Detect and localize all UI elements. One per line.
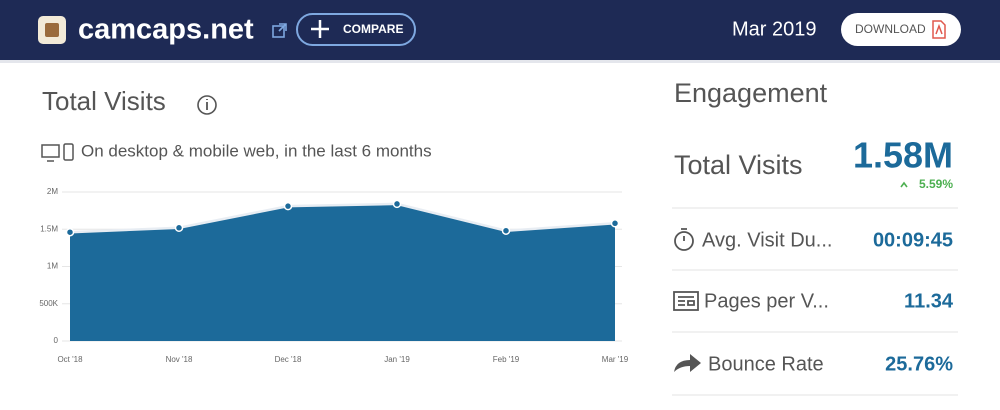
y-tick-label: 1M: [47, 262, 58, 271]
total-visits-value: 1.58M: [853, 135, 953, 176]
metric-label: Avg. Visit Du...: [702, 229, 832, 251]
y-tick-label: 0: [54, 336, 59, 345]
pdf-icon: [932, 20, 946, 39]
pages-icon: [673, 291, 699, 311]
external-link-icon[interactable]: [272, 23, 287, 38]
point: [610, 219, 620, 228]
compare-label[interactable]: COMPARE: [343, 22, 403, 36]
metric-label: Pages per V...: [704, 290, 829, 312]
y-tick-label: 500K: [39, 299, 58, 308]
chart: 0 500K 1M 1.5M 2M Oct '18 Nov '18 Dec '18 Jan '1…: [39, 187, 628, 364]
header-shadow: [0, 60, 1000, 63]
x-tick-label: Feb '19: [493, 355, 520, 364]
panel-title: Total Visits: [42, 86, 166, 116]
device-icons: [41, 143, 74, 162]
y-tick-label: 2M: [47, 187, 58, 196]
bounce-icon: [674, 354, 701, 372]
y-tick-label: 1.5M: [40, 224, 58, 233]
metric-label: Bounce Rate: [708, 353, 824, 375]
download-label[interactable]: DOWNLOAD: [855, 22, 926, 36]
x-tick-label: Dec '18: [275, 355, 302, 364]
panel-subtitle: On desktop & mobile web, in the last 6 m…: [81, 141, 432, 160]
total-visits-change: 5.59%: [919, 177, 953, 191]
x-tick-label: Mar '19: [602, 355, 629, 364]
line: [69, 202, 616, 234]
point: [65, 227, 75, 237]
download-button[interactable]: [841, 13, 961, 46]
site-logo-inner: [45, 23, 59, 37]
timer-icon: [674, 228, 694, 251]
info-icon[interactable]: [197, 95, 217, 115]
x-tick-label: Nov '18: [166, 355, 193, 364]
point: [501, 226, 511, 235]
up-caret: [900, 181, 908, 188]
metric-value: 11.34: [904, 290, 954, 312]
point: [174, 223, 184, 233]
metric-value: 25.76%: [885, 353, 953, 375]
x-tick-label: Oct '18: [57, 355, 83, 364]
site-name: camcaps.net: [78, 14, 254, 46]
plus-icon: [311, 20, 329, 38]
metric-value: 00:09:45: [873, 229, 953, 251]
engagement-title: Engagement: [674, 78, 828, 108]
point: [392, 199, 402, 209]
date: Mar 2019: [732, 18, 817, 40]
point: [283, 201, 293, 211]
x-tick-label: Jan '19: [384, 355, 410, 364]
area: [70, 203, 615, 341]
header-bar: [0, 0, 1000, 60]
compare-button[interactable]: [296, 13, 416, 46]
total-visits-label: Total Visits: [674, 150, 803, 180]
